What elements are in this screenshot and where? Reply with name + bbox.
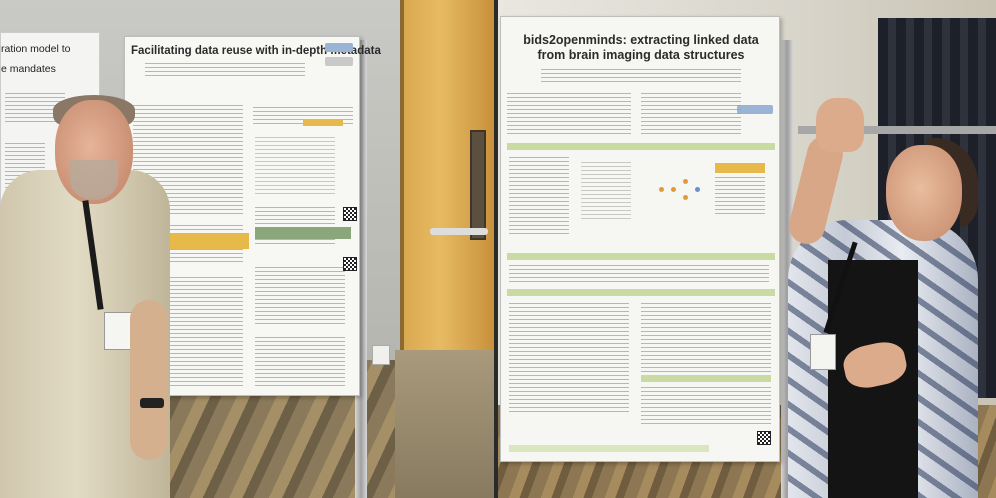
- graph-node: [683, 179, 688, 184]
- poster-highlight: [303, 119, 343, 126]
- person-face: [886, 145, 962, 241]
- floor: [395, 350, 494, 498]
- poster-authors: [145, 63, 305, 79]
- poster-number-tag: [372, 345, 390, 365]
- person-raised-hand: [816, 98, 864, 152]
- graph-node: [659, 187, 664, 192]
- poster-highlight: [715, 163, 765, 173]
- poster-text-block: [715, 177, 765, 217]
- logo: [325, 43, 353, 52]
- left-photo: ration model to e mandates Facilitating …: [0, 0, 494, 498]
- right-photo: bids2openminds: extracting linked data f…: [498, 0, 996, 498]
- poster-bids2openminds: bids2openminds: extracting linked data f…: [500, 16, 780, 462]
- name-badge: [810, 334, 836, 370]
- name-badge: [104, 312, 132, 350]
- door-window: [470, 130, 486, 240]
- rail: [798, 126, 996, 134]
- graph-node: [683, 195, 688, 200]
- poster-text-block: [255, 337, 345, 387]
- poster-text-block: [641, 387, 771, 427]
- poster-text-block: [255, 267, 345, 327]
- poster-title-line-2: from brain imaging data structures: [537, 48, 745, 62]
- poster-title-line-1: bids2openminds: extracting linked data: [523, 33, 759, 47]
- poster-diagram: [509, 157, 569, 237]
- poster-text-block: [641, 93, 741, 137]
- qr-code: [343, 257, 357, 271]
- logo: [737, 105, 773, 114]
- poster-highlight: [255, 227, 351, 239]
- graph-node: [671, 187, 676, 192]
- poster-text-block: [507, 93, 631, 137]
- wristwatch: [140, 398, 164, 408]
- poster-title: Facilitating data reuse with in-depth me…: [131, 45, 381, 57]
- poster-section-header: [507, 143, 775, 150]
- poster-section-header: [507, 289, 775, 296]
- poster-section-header: [641, 375, 771, 382]
- qr-code: [757, 431, 771, 445]
- adjacent-poster-title: ration model to: [1, 43, 71, 55]
- poster-text-block: [509, 265, 769, 285]
- poster-table: [509, 303, 629, 413]
- poster-section-header: [507, 253, 775, 260]
- poster-table: [641, 303, 771, 373]
- poster-diagram: [581, 162, 631, 222]
- graph-node: [695, 187, 700, 192]
- door-handle: [430, 228, 488, 235]
- person-arm: [130, 300, 168, 460]
- poster-footer: [509, 445, 709, 452]
- poster-diagram: [255, 137, 335, 197]
- logo: [325, 57, 353, 66]
- qr-code: [343, 207, 357, 221]
- adjacent-poster-subtitle: e mandates: [1, 63, 56, 75]
- poster-authors: [541, 69, 741, 83]
- person-beard: [70, 160, 118, 200]
